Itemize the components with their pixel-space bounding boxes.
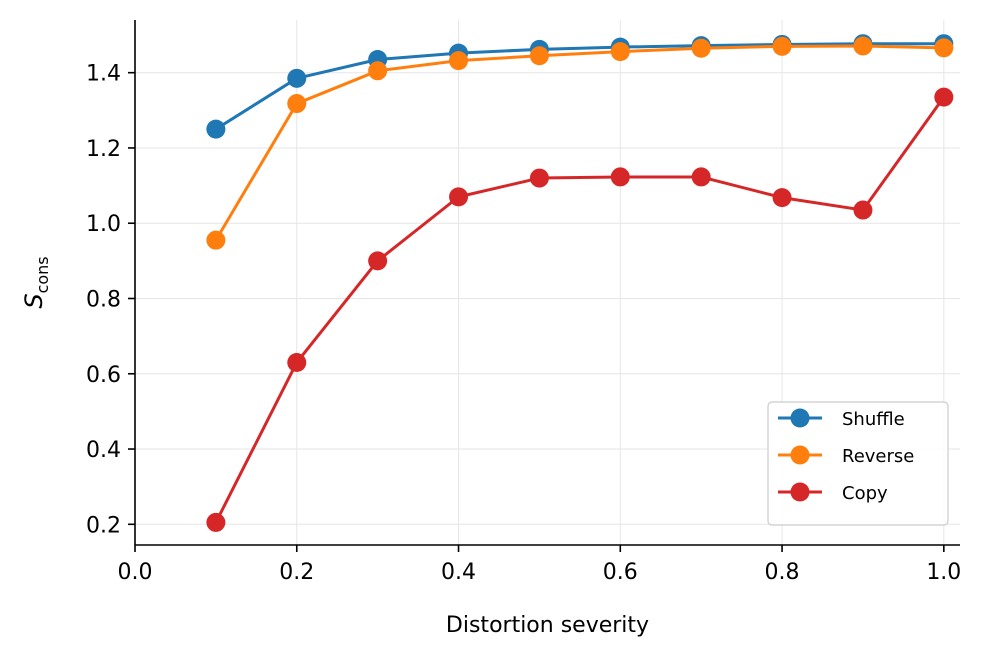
data-point-copy-2 [368,251,388,271]
y-axis-title-main: S [20,293,48,308]
legend-swatch-marker-copy [790,482,810,502]
legend-entry-copy: Copy [778,482,888,504]
legend-entry-reverse: Reverse [778,445,914,467]
data-point-copy-0 [206,512,226,532]
data-point-reverse-1 [287,94,307,114]
data-point-reverse-5 [610,42,630,62]
data-point-reverse-4 [529,46,549,66]
data-point-copy-8 [853,200,873,220]
data-point-copy-3 [449,187,469,207]
data-point-copy-7 [772,188,792,208]
legend-label-copy: Copy [842,483,888,504]
data-point-copy-4 [529,168,549,188]
data-point-reverse-0 [206,230,226,250]
x-tick-label-1: 0.2 [279,560,314,585]
legend-label-reverse: Reverse [842,446,914,467]
y-tick-label-6: 1.4 [86,62,121,87]
y-tick-label-4: 1.0 [86,212,121,237]
data-point-copy-1 [287,352,307,372]
x-tick-label-0: 0.0 [118,560,153,585]
data-point-reverse-2 [368,61,388,81]
y-tick-label-5: 1.2 [86,137,121,162]
y-axis-title: Scons [20,256,52,308]
legend-swatch-marker-shuffle [790,408,810,428]
legend-label-shuffle: Shuffle [842,409,905,430]
x-tick-label-3: 0.6 [603,560,638,585]
data-point-copy-6 [691,167,711,187]
x-tick-label-4: 0.8 [765,560,800,585]
data-point-reverse-8 [853,36,873,56]
x-tick-label-2: 0.4 [441,560,476,585]
series-line-shuffle [214,42,946,131]
y-axis-ticks: 0.2 0.4 0.6 0.8 1.0 1.2 1.4 [86,62,135,538]
grid-lines [134,20,960,545]
y-tick-label-1: 0.4 [86,438,121,463]
series-reverse [206,36,954,250]
y-tick-label-2: 0.6 [86,363,121,388]
x-axis-title: Distortion severity [446,613,649,638]
data-point-shuffle-1 [287,68,307,88]
legend-entry-shuffle: Shuffle [778,408,905,430]
data-point-reverse-3 [449,51,469,71]
series-copy [206,87,954,532]
y-tick-label-3: 0.8 [86,287,121,312]
data-point-reverse-7 [772,36,792,56]
legend: Shuffle Reverse Copy [767,401,949,526]
data-series [206,34,954,532]
legend-entries: Shuffle Reverse Copy [778,408,914,504]
series-line-copy [214,95,946,524]
x-axis-ticks: 0.0 0.2 0.4 0.6 0.8 1.0 [118,545,961,585]
data-point-shuffle-0 [206,119,226,139]
data-point-reverse-6 [691,38,711,58]
data-point-copy-9 [934,87,954,107]
legend-swatch-marker-reverse [790,445,810,465]
data-point-copy-5 [610,167,630,187]
data-point-reverse-9 [934,38,954,58]
x-tick-label-5: 1.0 [926,560,961,585]
y-tick-label-0: 0.2 [86,513,121,538]
y-axis-title-subscript: cons [33,256,52,293]
series-line-reverse [214,44,946,242]
legend-frame [767,401,949,526]
